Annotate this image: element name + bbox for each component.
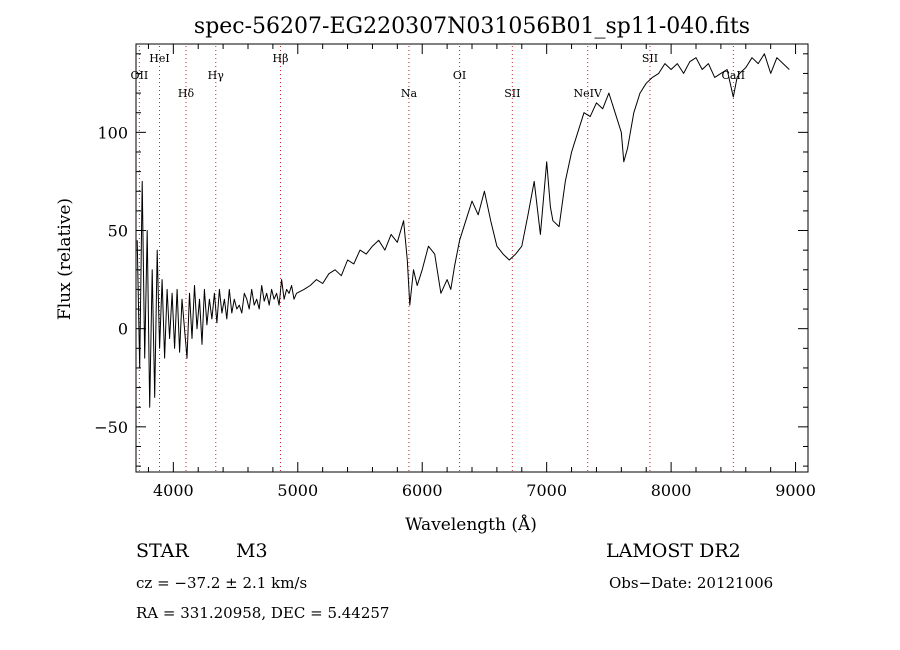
y-tick-label: −50 (94, 418, 128, 437)
spectral-line-label: OI (453, 69, 466, 82)
plot-frame (135, 43, 809, 473)
y-tick-label: 0 (118, 320, 128, 339)
x-tick-label: 9000 (775, 481, 816, 500)
redshift-velocity: cz = −37.2 ± 2.1 km/s (136, 574, 308, 592)
x-tick-label: 7000 (526, 481, 567, 500)
spectrum-series-line (136, 53, 790, 408)
spectral-line-label: NeIV (574, 87, 603, 100)
chart-title: spec-56207-EG220307N031056B01_sp11-040.f… (194, 14, 750, 39)
spectral-line-label: Hδ (178, 87, 195, 100)
y-tick-label: 100 (97, 123, 128, 142)
observation-date: Obs−Date: 20121006 (609, 574, 774, 592)
spectral-line-label: OII (131, 69, 149, 82)
y-tick-label: 50 (108, 222, 128, 241)
x-axis-label: Wavelength (Å) (405, 514, 537, 535)
y-axis-label: Flux (relative) (55, 198, 75, 320)
object-class: STAR (136, 540, 189, 562)
x-tick-label: 5000 (277, 481, 318, 500)
survey-release: LAMOST DR2 (606, 540, 741, 562)
spectral-line-label: HeI (149, 52, 169, 65)
x-tick-label: 6000 (402, 481, 443, 500)
spectral-line-label: Na (401, 87, 418, 100)
spectral-line-label: SII (504, 87, 520, 100)
spectral-subclass: M3 (236, 540, 268, 562)
x-tick-label: 8000 (651, 481, 692, 500)
x-tick-label: 4000 (153, 481, 194, 500)
spectral-line-label: Hγ (208, 69, 225, 82)
coordinates: RA = 331.20958, DEC = 5.44257 (136, 604, 390, 622)
spectral-line-label: Hβ (273, 52, 289, 65)
spectral-line-label: SII (642, 52, 658, 65)
